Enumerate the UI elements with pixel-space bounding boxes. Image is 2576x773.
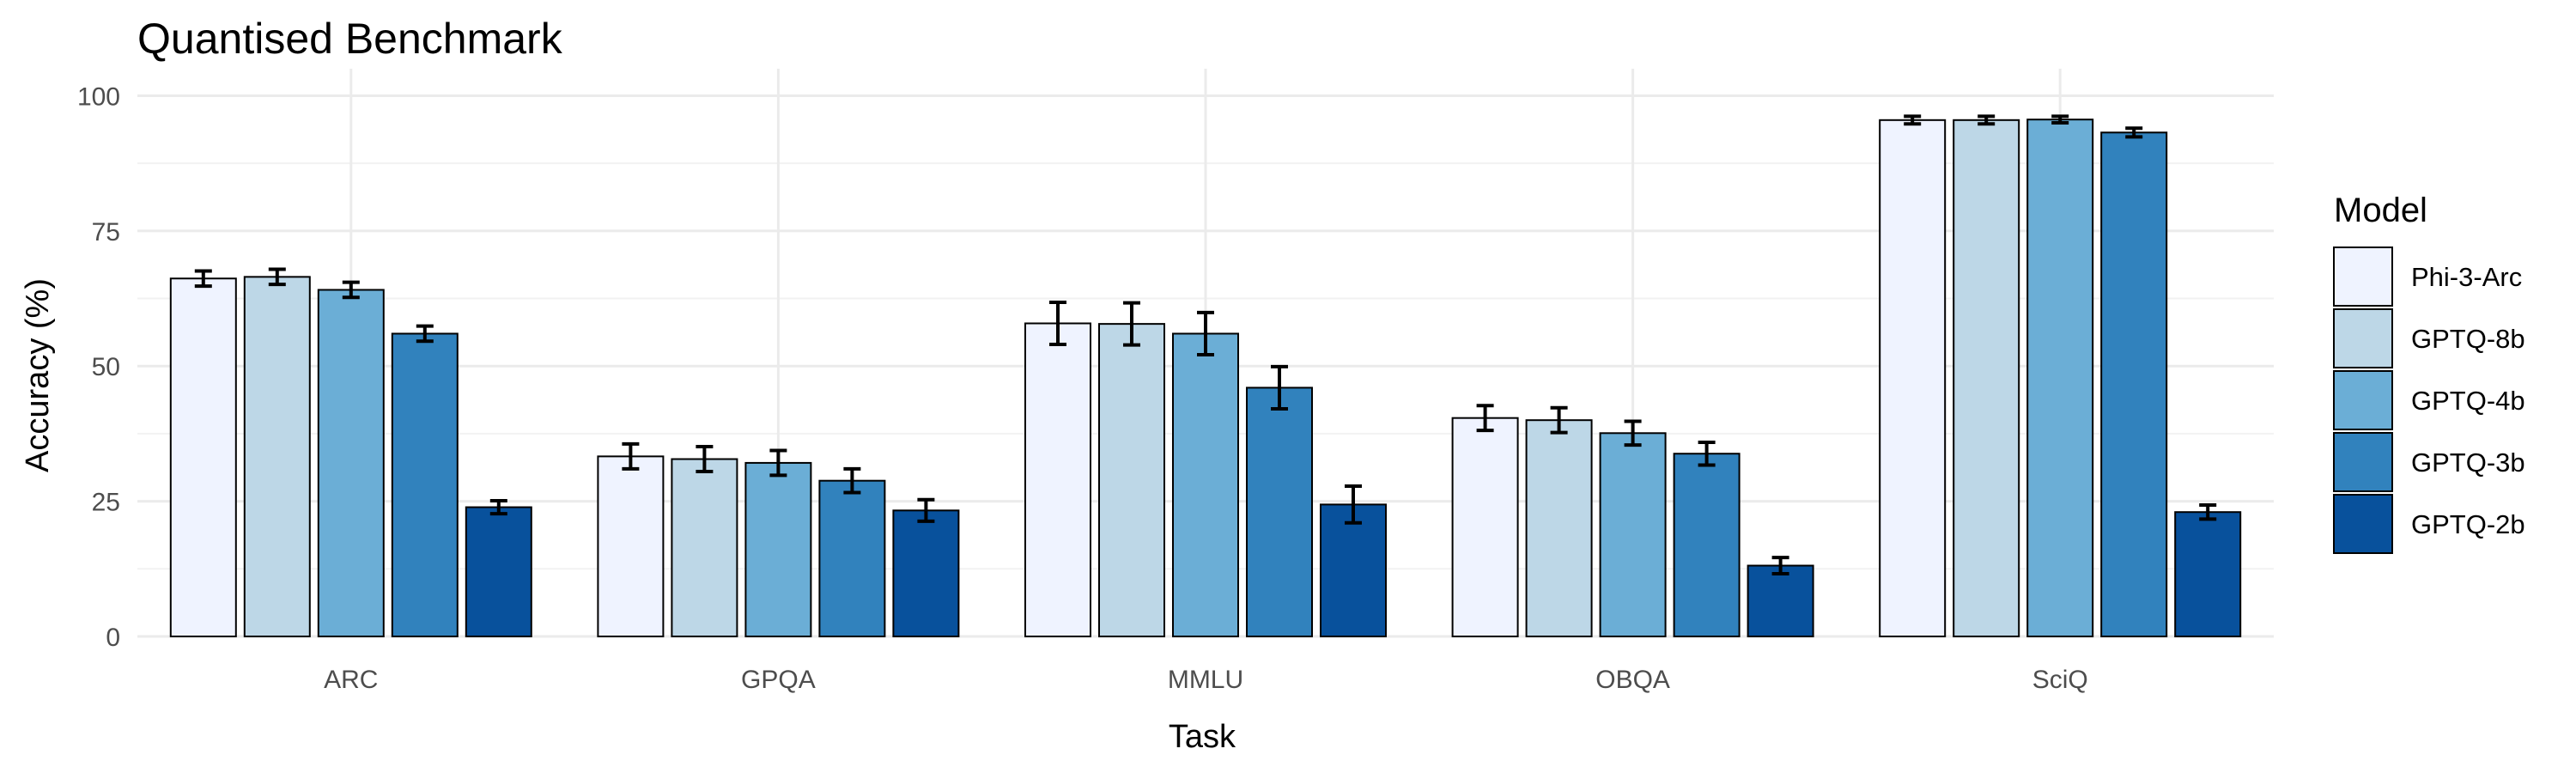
bar-obqa-gptq-8b	[1525, 419, 1593, 638]
error-bar-obqa-gptq-4b	[1624, 419, 1642, 447]
y-tick-label: 75	[92, 218, 120, 247]
x-tick-label: SciQ	[2032, 666, 2088, 694]
legend-title: Model	[2334, 192, 2427, 229]
legend-label-gptq-4b: GPTQ-4b	[2411, 386, 2525, 416]
legend-key-phi-3-arc	[2333, 247, 2393, 307]
error-bar-gpqa-gptq-8b	[696, 445, 714, 473]
bar-arc-gptq-4b	[317, 289, 385, 637]
x-tick-label: OBQA	[1595, 666, 1670, 694]
bar-mmlu-gptq-3b	[1246, 386, 1313, 637]
bars	[169, 119, 2242, 638]
legend-key-gptq-3b	[2333, 432, 2393, 492]
error-bar-gpqa-gptq-2b	[917, 497, 935, 523]
bar-mmlu-gptq-8b	[1098, 323, 1165, 637]
y-tick-label: 25	[92, 489, 120, 517]
bar-obqa-gptq-3b	[1673, 453, 1741, 637]
y-axis-ticks: 0 25 50 75 100	[77, 82, 120, 652]
error-bar-arc-gptq-2b	[489, 498, 507, 516]
legend-label-gptq-2b: GPTQ-2b	[2411, 509, 2525, 539]
error-bar-obqa-phi-3-arc	[1476, 404, 1494, 433]
legend-key-gptq-8b	[2333, 308, 2393, 368]
bar-gpqa-phi-3-arc	[597, 455, 665, 638]
error-bar-arc-phi-3-arc	[194, 269, 212, 289]
bar-sciq-gptq-4b	[2026, 119, 2094, 637]
bar-sciq-gptq-3b	[2100, 131, 2168, 637]
bar-arc-gptq-8b	[243, 276, 311, 637]
bar-gpqa-gptq-2b	[892, 509, 960, 637]
bar-sciq-gptq-2b	[2174, 511, 2242, 638]
error-bar-sciq-gptq-2b	[2199, 503, 2217, 521]
bar-obqa-gptq-2b	[1747, 564, 1814, 638]
y-tick-label: 0	[106, 624, 120, 652]
y-tick-label: 50	[92, 353, 120, 381]
chart-title: Quantised Benchmark	[137, 15, 563, 63]
bar-gpqa-gptq-3b	[818, 479, 886, 637]
y-axis-title: Accuracy (%)	[20, 278, 56, 472]
legend-label-phi-3-arc: Phi-3-Arc	[2411, 262, 2522, 292]
bar-arc-gptq-3b	[391, 332, 459, 637]
error-bar-sciq-phi-3-arc	[1904, 114, 1922, 126]
error-bar-arc-gptq-8b	[268, 267, 286, 287]
bar-obqa-gptq-4b	[1599, 432, 1667, 637]
error-bar-sciq-gptq-8b	[1978, 114, 1996, 126]
error-bar-obqa-gptq-3b	[1698, 441, 1716, 467]
legend-label-gptq-8b: GPTQ-8b	[2411, 324, 2525, 354]
legend-key-gptq-4b	[2333, 370, 2393, 430]
bar-gpqa-gptq-4b	[744, 461, 812, 637]
bar-gpqa-gptq-8b	[671, 458, 738, 637]
x-tick-label: GPQA	[741, 666, 816, 694]
bar-sciq-gptq-8b	[1953, 119, 2020, 638]
bar-mmlu-gptq-2b	[1320, 503, 1387, 637]
x-axis-ticks: ARC GPQA MMLU OBQA SciQ	[324, 666, 2088, 694]
error-bar-mmlu-gptq-8b	[1123, 301, 1140, 347]
error-bar-obqa-gptq-8b	[1550, 405, 1568, 435]
bar-sciq-phi-3-arc	[1879, 119, 1947, 638]
bar-mmlu-gptq-4b	[1172, 332, 1239, 637]
bar-arc-phi-3-arc	[169, 277, 237, 637]
bar-mmlu-phi-3-arc	[1024, 322, 1091, 637]
error-bar-mmlu-gptq-2b	[1345, 484, 1362, 525]
x-axis-title: Task	[1169, 719, 1236, 755]
legend: Model Phi-3-Arc GPTQ-8b GPTQ-4b GPTQ-3b GPTQ…	[2333, 192, 2525, 554]
error-bar-sciq-gptq-3b	[2125, 126, 2143, 139]
x-tick-label: MMLU	[1168, 666, 1243, 694]
legend-key-gptq-2b	[2333, 494, 2393, 554]
error-bar-sciq-gptq-4b	[2051, 114, 2069, 125]
x-tick-label: ARC	[324, 666, 378, 694]
error-bars	[194, 114, 2217, 575]
error-bar-gpqa-gptq-3b	[843, 466, 861, 495]
error-bar-arc-gptq-4b	[342, 280, 360, 300]
error-bar-gpqa-phi-3-arc	[622, 441, 640, 471]
error-bar-gpqa-gptq-4b	[769, 448, 787, 478]
bar-obqa-phi-3-arc	[1451, 417, 1519, 638]
error-bar-arc-gptq-3b	[416, 324, 434, 344]
error-bar-mmlu-gptq-3b	[1271, 364, 1288, 411]
legend-items: Phi-3-Arc GPTQ-8b GPTQ-4b GPTQ-3b GPTQ-2b	[2333, 247, 2525, 554]
legend-label-gptq-3b: GPTQ-3b	[2411, 447, 2525, 478]
bar-arc-gptq-2b	[465, 506, 532, 638]
error-bar-mmlu-gptq-4b	[1197, 310, 1214, 357]
error-bar-mmlu-phi-3-arc	[1049, 300, 1066, 347]
error-bar-obqa-gptq-2b	[1771, 556, 1789, 575]
y-tick-label: 100	[77, 82, 120, 111]
